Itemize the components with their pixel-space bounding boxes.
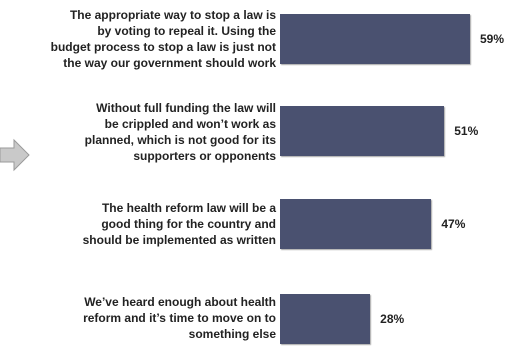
category-label-line: We’ve heard enough about health [84,295,276,309]
category-label: The appropriate way to stop a law is by v… [0,7,276,71]
category-label: Without full funding the law will be crip… [0,100,276,164]
category-label: The health reform law will be a good thin… [0,200,276,248]
category-label-line: Without full funding the law will [96,101,276,115]
value-label: 59% [480,32,505,46]
value-label: 47% [441,217,466,231]
bar [280,106,445,156]
category-label-line: be crippled and won’t work as [104,117,276,131]
category-label-line: budget process to stop a law is just not [50,40,276,54]
category-label-line: by voting to repeal it. Using the [97,24,276,38]
category-label-line: planned, which is not good for its [84,133,276,147]
right-arrow-icon [0,138,30,172]
bar [280,14,470,64]
category-label-line: the way our government should work [63,56,276,70]
bar [280,199,432,249]
value-label: 28% [380,312,405,326]
category-label-line: The health reform law will be a [101,201,276,215]
category-label-line: something else [188,327,276,341]
category-label-line: supporters or opponents [133,149,276,163]
category-label-line: reform and it’s time to move on to [83,311,276,325]
category-label-line: should be implemented as written [82,233,276,247]
value-label: 51% [454,124,479,138]
category-label-line: The appropriate way to stop a law is [69,8,276,22]
category-label: We’ve heard enough about health reform an… [0,294,276,342]
bar [280,294,371,344]
category-label-line: good thing for the country and [101,217,276,231]
